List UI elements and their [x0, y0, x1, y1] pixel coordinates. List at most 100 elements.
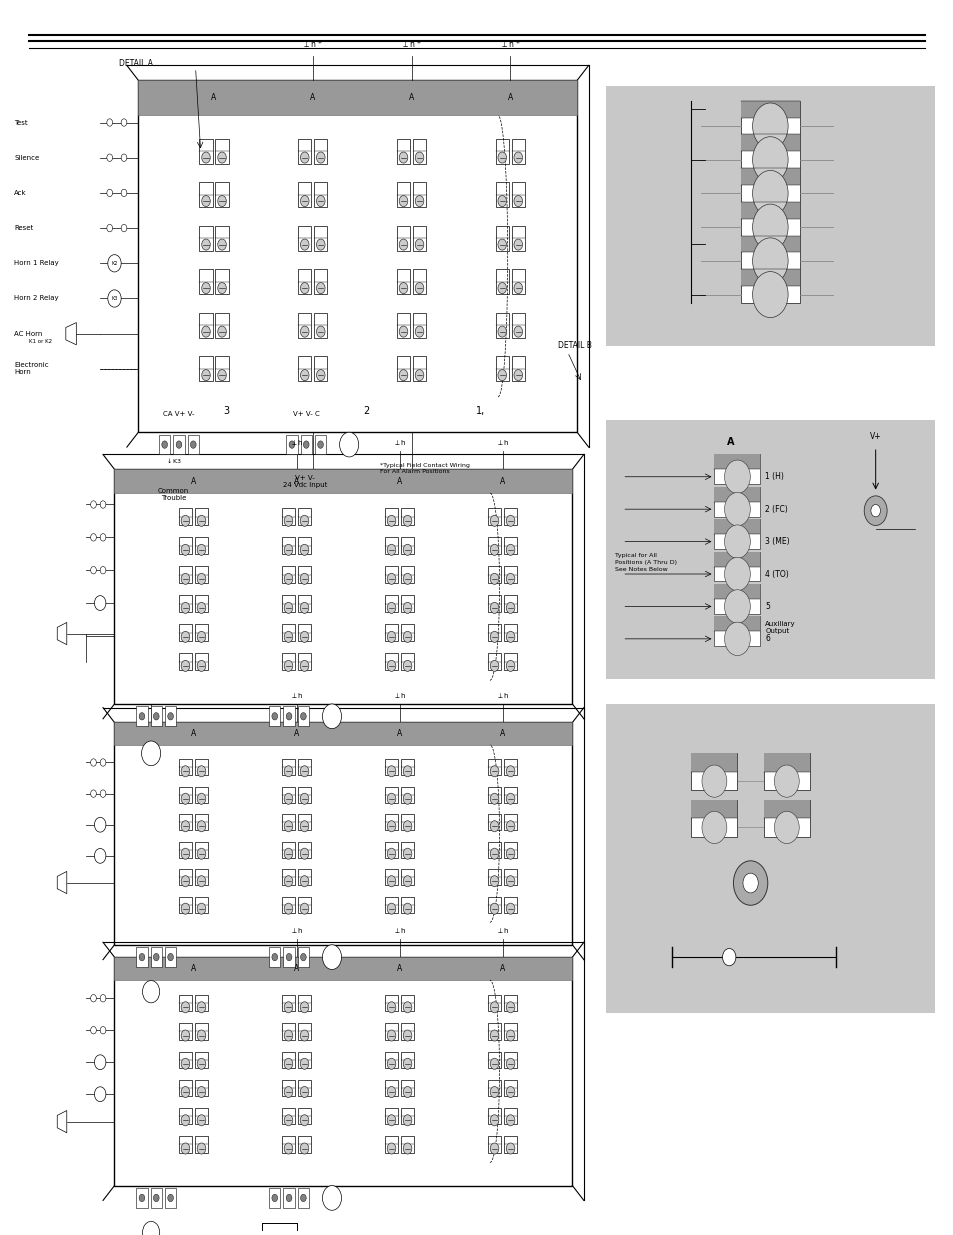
Bar [114, 469, 572, 493]
Bar [269, 706, 280, 726]
Circle shape [168, 953, 173, 961]
Circle shape [100, 790, 106, 798]
Bar [396, 138, 410, 164]
Circle shape [387, 821, 395, 832]
Bar [314, 312, 327, 338]
Bar [281, 869, 294, 885]
Circle shape [284, 1087, 293, 1098]
Bar [281, 1024, 294, 1040]
Text: $\perp$h: $\perp$h [393, 692, 406, 700]
Circle shape [300, 876, 309, 887]
Bar [165, 1188, 176, 1208]
Bar [714, 584, 760, 614]
Circle shape [752, 137, 787, 183]
Bar [400, 1024, 414, 1040]
Circle shape [506, 1142, 515, 1153]
Circle shape [100, 567, 106, 574]
Bar [215, 183, 229, 207]
Text: A: A [396, 477, 402, 485]
Circle shape [91, 994, 96, 1002]
Bar [400, 787, 414, 803]
Text: Horn 2 Relay: Horn 2 Relay [14, 295, 59, 301]
Text: A: A [499, 477, 505, 485]
Bar [178, 787, 192, 803]
Bar [503, 567, 517, 583]
Circle shape [300, 573, 309, 584]
Bar [281, 995, 294, 1011]
Circle shape [181, 515, 190, 526]
Circle shape [91, 1026, 96, 1034]
Bar [714, 616, 760, 631]
Bar [281, 567, 294, 583]
Bar [400, 595, 414, 613]
Circle shape [142, 1221, 159, 1235]
Circle shape [153, 713, 159, 720]
Bar [297, 897, 311, 913]
Circle shape [398, 195, 407, 206]
Circle shape [300, 1087, 309, 1098]
Circle shape [490, 876, 498, 887]
Bar [297, 509, 311, 525]
Bar [511, 226, 524, 251]
Circle shape [272, 953, 277, 961]
Bar [194, 897, 208, 913]
Text: 4 (TO): 4 (TO) [764, 569, 788, 578]
Text: $\perp$h: $\perp$h [496, 692, 509, 700]
Bar [714, 454, 760, 469]
Bar [215, 357, 229, 382]
Circle shape [387, 1002, 395, 1013]
Circle shape [387, 545, 395, 556]
Bar [178, 653, 192, 671]
Bar [400, 509, 414, 525]
Text: 5: 5 [764, 601, 769, 611]
Bar [194, 1136, 208, 1152]
Text: A: A [310, 94, 315, 103]
Circle shape [284, 1142, 293, 1153]
Circle shape [300, 515, 309, 526]
Circle shape [497, 283, 506, 294]
Circle shape [387, 631, 395, 642]
Bar [740, 236, 800, 269]
Circle shape [181, 603, 190, 614]
Circle shape [752, 272, 787, 317]
Circle shape [403, 766, 412, 777]
Bar [194, 1079, 208, 1097]
Circle shape [181, 876, 190, 887]
Circle shape [514, 240, 522, 251]
Bar [413, 183, 426, 207]
Circle shape [300, 369, 309, 380]
Bar [503, 653, 517, 671]
Circle shape [217, 240, 226, 251]
Bar [281, 1079, 294, 1097]
Text: Horn 1 Relay: Horn 1 Relay [14, 261, 59, 267]
Bar [503, 760, 517, 776]
Circle shape [284, 793, 293, 804]
Bar [396, 312, 410, 338]
Circle shape [94, 1087, 106, 1102]
Text: 1,: 1, [476, 406, 485, 416]
Bar [297, 947, 309, 967]
Bar [487, 842, 500, 857]
Circle shape [284, 821, 293, 832]
Bar [194, 814, 208, 830]
Bar [384, 1079, 397, 1097]
Circle shape [506, 903, 515, 914]
Circle shape [403, 793, 412, 804]
Circle shape [415, 152, 423, 163]
Circle shape [506, 1002, 515, 1013]
Bar [740, 236, 800, 252]
Circle shape [506, 821, 515, 832]
Bar [281, 1052, 294, 1068]
Circle shape [100, 501, 106, 509]
Bar [503, 625, 517, 641]
Text: A: A [396, 729, 402, 739]
Circle shape [723, 557, 750, 590]
Bar [178, 1108, 192, 1124]
Circle shape [701, 764, 726, 798]
Text: V+ V-
24 Vdc Input: V+ V- 24 Vdc Input [283, 475, 327, 489]
Circle shape [197, 573, 206, 584]
Bar [194, 567, 208, 583]
Circle shape [497, 369, 506, 380]
Circle shape [387, 1058, 395, 1070]
Circle shape [403, 515, 412, 526]
